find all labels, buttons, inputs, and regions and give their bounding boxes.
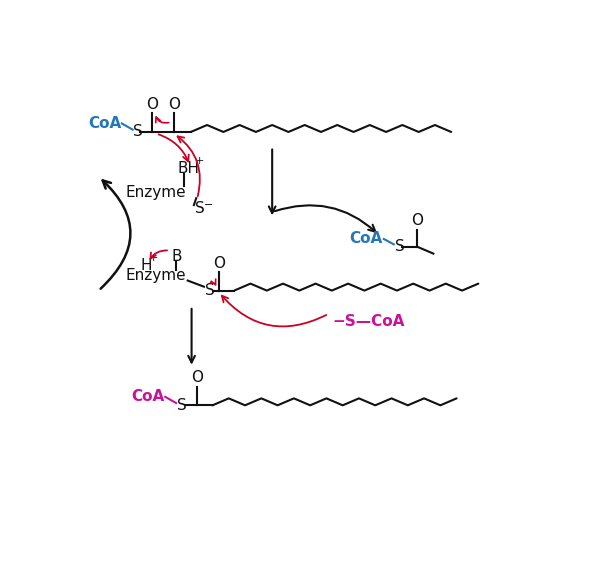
Text: O: O	[213, 256, 224, 270]
Text: −: −	[204, 200, 213, 210]
Text: S: S	[195, 201, 204, 215]
Text: S: S	[177, 398, 186, 413]
Text: +: +	[195, 156, 204, 166]
Text: B: B	[172, 249, 182, 264]
Text: Enzyme: Enzyme	[125, 184, 186, 200]
Text: S: S	[133, 124, 143, 139]
Text: BH: BH	[178, 162, 200, 176]
Text: −S—CoA: −S—CoA	[333, 314, 405, 329]
Text: +: +	[149, 253, 158, 263]
Text: O: O	[168, 97, 180, 112]
Text: Enzyme: Enzyme	[125, 268, 186, 283]
Text: CoA: CoA	[350, 231, 383, 247]
Text: H: H	[140, 259, 152, 273]
Text: O: O	[411, 213, 423, 228]
Text: S: S	[205, 283, 215, 298]
Text: S: S	[395, 239, 405, 254]
Text: O: O	[146, 97, 158, 112]
Text: CoA: CoA	[88, 116, 121, 131]
Text: O: O	[191, 370, 203, 386]
Text: CoA: CoA	[131, 390, 164, 404]
